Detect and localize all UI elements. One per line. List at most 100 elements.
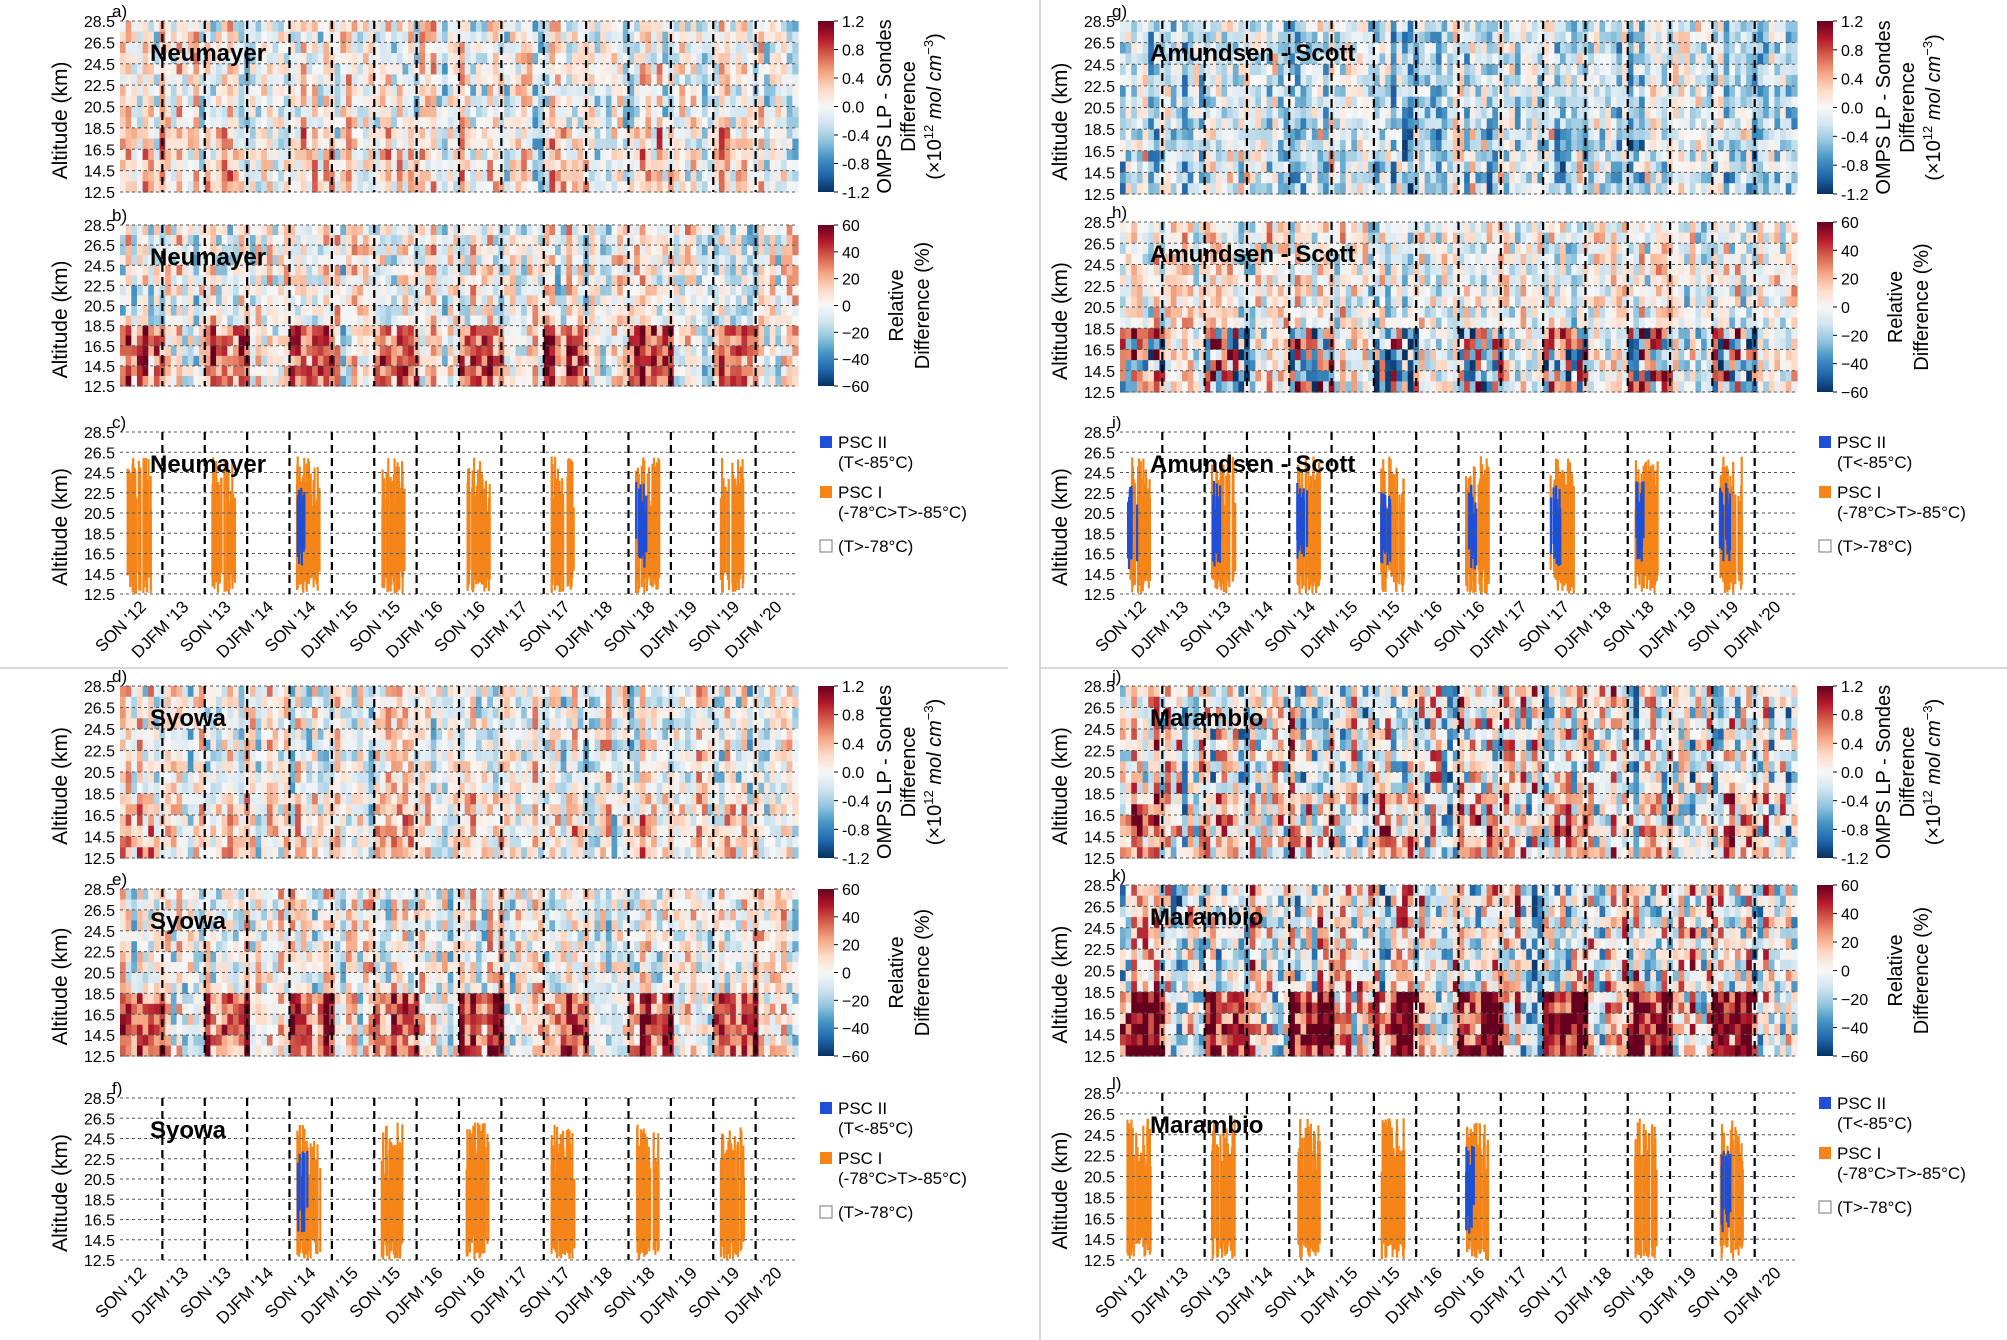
heatmap-cell <box>572 170 579 182</box>
heatmap-cell <box>402 42 409 54</box>
heatmap-cell <box>210 127 217 140</box>
heatmap-cell <box>1198 107 1206 119</box>
heatmap-cell <box>673 63 680 76</box>
heatmap-cell <box>1221 107 1228 119</box>
heatmap-cell <box>283 295 291 307</box>
heatmap-cell <box>295 355 302 367</box>
heatmap-cell <box>1356 31 1364 44</box>
heatmap-cell <box>679 31 686 43</box>
heatmap-cell <box>442 74 449 86</box>
heatmap-cell <box>385 181 392 193</box>
heatmap-cell <box>148 95 155 108</box>
heatmap-cell <box>1193 118 1200 130</box>
heatmap-cell <box>227 85 234 97</box>
heatmap-cell <box>283 31 291 43</box>
heatmap-cell <box>718 31 726 43</box>
heatmap-cell <box>430 245 437 256</box>
heatmap-cell <box>216 170 223 182</box>
heatmap-cell <box>221 265 228 276</box>
heatmap-cell <box>707 170 714 182</box>
heatmap-cell <box>1182 118 1189 130</box>
heatmap-cell <box>216 31 223 43</box>
heatmap-cell <box>1306 21 1313 33</box>
heatmap-cell <box>1266 64 1273 76</box>
heatmap-cell <box>769 74 776 86</box>
heatmap-cell <box>306 31 313 43</box>
heatmap-cell <box>487 285 494 297</box>
heatmap-cell <box>792 127 799 140</box>
heatmap-cell <box>724 375 731 387</box>
heatmap-cell <box>323 375 330 387</box>
heatmap-cell <box>634 106 641 118</box>
heatmap-cell <box>374 245 381 256</box>
heatmap-cell <box>673 138 680 150</box>
heatmap-cell <box>543 95 550 108</box>
heatmap-cell <box>425 265 432 276</box>
heatmap-cell <box>261 235 268 246</box>
heatmap-cell <box>238 106 245 118</box>
heatmap-cell <box>673 275 680 286</box>
heatmap-cell <box>221 31 228 43</box>
heatmap-cell <box>436 365 443 377</box>
heatmap-cell <box>628 265 635 276</box>
heatmap-cell <box>656 345 663 357</box>
heatmap-cell <box>176 275 183 286</box>
heatmap-cell <box>509 85 517 97</box>
heatmap-cell <box>283 305 291 317</box>
heatmap-cell <box>425 365 432 377</box>
heatmap-cell <box>645 127 652 140</box>
heatmap-cell <box>1294 161 1302 173</box>
heatmap-cell <box>233 42 240 54</box>
heatmap-cell <box>374 375 381 387</box>
heatmap-cell <box>634 95 641 108</box>
heatmap-cell <box>617 225 624 236</box>
heatmap-cell <box>651 295 658 307</box>
heatmap-cell <box>385 265 392 276</box>
heatmap-cell <box>346 235 353 246</box>
heatmap-cell <box>136 31 144 43</box>
heatmap-cell <box>475 285 483 297</box>
heatmap-cell <box>735 245 743 256</box>
heatmap-cell <box>685 265 692 276</box>
psc-i-mark <box>385 503 389 572</box>
heatmap-cell <box>639 325 647 337</box>
heatmap-cell <box>317 345 324 357</box>
heatmap-cell <box>283 181 291 193</box>
heatmap-cell <box>1204 172 1211 184</box>
heatmap-cell <box>295 245 302 256</box>
heatmap-cell <box>142 315 149 327</box>
heatmap-cell <box>515 345 522 357</box>
heatmap-cell <box>170 375 178 387</box>
heatmap-cell <box>261 275 268 286</box>
heatmap-cell <box>351 117 358 129</box>
heatmap-cell <box>131 325 138 337</box>
heatmap-cell <box>792 74 799 86</box>
heatmap-cell <box>747 265 754 276</box>
heatmap-cell <box>786 170 793 182</box>
heatmap-cell <box>747 335 754 347</box>
heatmap-cell <box>1153 161 1161 173</box>
heatmap-cell <box>1323 42 1330 55</box>
heatmap-cell <box>244 63 251 76</box>
heatmap-cell <box>374 138 381 150</box>
heatmap-cell <box>306 181 313 193</box>
heatmap-cell <box>679 365 686 377</box>
heatmap-cell <box>781 375 788 387</box>
heatmap-cell <box>617 315 624 327</box>
heatmap-cell <box>532 245 539 256</box>
heatmap-cell <box>492 345 500 357</box>
heatmap-cell <box>385 325 392 337</box>
heatmap-cell <box>1210 96 1217 109</box>
heatmap-cell <box>792 42 799 54</box>
heatmap-cell <box>1289 150 1296 163</box>
heatmap-cell <box>509 245 517 256</box>
heatmap-cell <box>459 355 466 367</box>
heatmap-cell <box>560 315 567 327</box>
heatmap-cell <box>453 245 460 256</box>
heatmap-cell <box>741 42 748 54</box>
heatmap-cell <box>1176 172 1183 184</box>
heatmap-cell <box>351 335 358 347</box>
heatmap-cell <box>1244 118 1251 130</box>
heatmap-cell <box>391 265 398 276</box>
heatmap-cell <box>1238 150 1245 163</box>
